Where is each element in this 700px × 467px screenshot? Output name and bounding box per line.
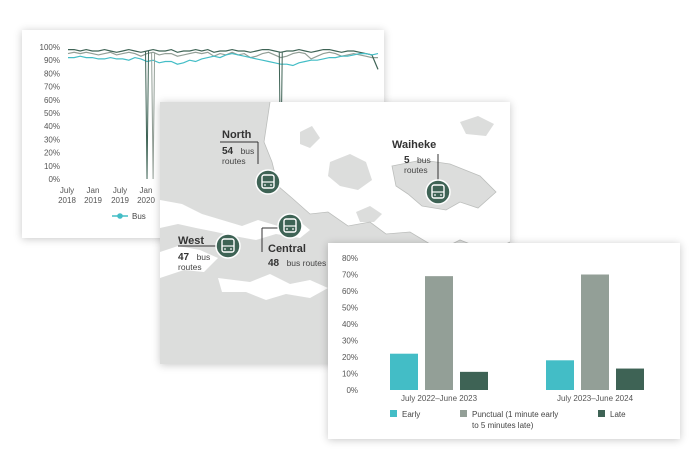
region-west-name: West bbox=[178, 235, 204, 247]
category-label: July 2022–June 2023 bbox=[401, 394, 478, 403]
legend-late-label: Late bbox=[610, 410, 626, 419]
region-north-unit-2: routes bbox=[222, 156, 246, 166]
region-central-name: Central bbox=[268, 243, 306, 255]
x-axis: July 2022–June 2023 July 2023–June 2024 bbox=[401, 394, 634, 403]
y-tick-label: 40% bbox=[44, 122, 60, 131]
bar-1-2 bbox=[546, 360, 574, 390]
y-tick-label: 60% bbox=[44, 96, 60, 105]
svg-text:54 bus: 54 bus bbox=[222, 141, 254, 158]
legend: Early Punctual (1 minute early to 5 minu… bbox=[390, 410, 626, 430]
svg-text:47 bus: 47 bus bbox=[178, 247, 210, 264]
legend-early-label: Early bbox=[402, 410, 420, 419]
y-tick-label: 50% bbox=[342, 304, 358, 313]
legend-punctual-label: Punctual (1 minute early bbox=[472, 410, 558, 419]
x-tick-label: 2018 bbox=[58, 196, 76, 205]
y-axis: 100% 90% 80% 70% 60% 50% 40% 30% 20% 10% 0% bbox=[40, 43, 60, 184]
legend-punctual-swatch bbox=[460, 410, 467, 417]
y-tick-label: 50% bbox=[44, 109, 60, 118]
legend-early-swatch bbox=[390, 410, 397, 417]
legend-punctual-label-2: to 5 minutes late) bbox=[472, 421, 534, 430]
y-tick-label: 10% bbox=[342, 370, 358, 379]
region-waiheke-count: 5 bbox=[404, 155, 410, 166]
y-axis: 80% 70% 60% 50% 40% 30% 20% 10% 0% bbox=[342, 254, 358, 395]
series-line-3 bbox=[67, 51, 378, 60]
region-north-name: North bbox=[222, 129, 252, 141]
x-tick-label: Jan bbox=[87, 186, 100, 195]
bar-3-2 bbox=[616, 368, 644, 390]
bar-2-1 bbox=[425, 276, 453, 390]
bar-1-1 bbox=[390, 353, 418, 390]
region-waiheke-unit-2: routes bbox=[404, 165, 428, 175]
series-line-2 bbox=[68, 48, 379, 70]
region-west-count: 47 bbox=[178, 252, 190, 263]
x-tick-label: July bbox=[60, 186, 74, 195]
series-dip bbox=[151, 52, 156, 180]
region-west-unit: bus bbox=[197, 252, 211, 262]
y-tick-label: 70% bbox=[44, 83, 60, 92]
bus-icon bbox=[255, 169, 281, 195]
region-west: West 47 bus routes bbox=[178, 233, 241, 272]
x-tick-label: 2019 bbox=[84, 196, 102, 205]
bus-icon bbox=[277, 213, 303, 239]
region-waiheke-unit: bus bbox=[417, 155, 431, 165]
y-tick-label: 30% bbox=[44, 135, 60, 144]
region-west-unit-2: routes bbox=[178, 262, 202, 272]
bus-icon bbox=[215, 233, 241, 259]
y-tick-label: 30% bbox=[342, 337, 358, 346]
y-tick-label: 60% bbox=[342, 287, 358, 296]
x-tick-label: 2020 bbox=[137, 196, 155, 205]
legend: Bus bbox=[112, 212, 146, 221]
bar-3-1 bbox=[460, 371, 488, 390]
y-tick-label: 90% bbox=[44, 56, 60, 65]
region-waiheke-name: Waiheke bbox=[392, 139, 436, 151]
y-tick-label: 100% bbox=[40, 43, 60, 52]
y-tick-label: 20% bbox=[342, 353, 358, 362]
y-tick-label: 0% bbox=[48, 175, 60, 184]
region-central-unit: bus routes bbox=[287, 258, 327, 268]
bar-chart: 80% 70% 60% 50% 40% 30% 20% 10% 0% July 2022–Jun… bbox=[342, 254, 644, 430]
y-tick-label: 20% bbox=[44, 149, 60, 158]
region-north-count: 54 bbox=[222, 146, 234, 157]
series-line-1 bbox=[68, 52, 379, 67]
region-central-count: 48 bbox=[268, 258, 280, 269]
y-tick-label: 80% bbox=[44, 69, 60, 78]
category-label: July 2023–June 2024 bbox=[557, 394, 634, 403]
y-tick-label: 0% bbox=[346, 386, 358, 395]
svg-text:48 bus routes: 48 bus routes bbox=[268, 253, 326, 270]
region-waiheke: Waiheke 5 bus routes bbox=[392, 139, 451, 205]
region-central: Central 48 bus routes bbox=[261, 213, 326, 270]
bar-2-2 bbox=[581, 274, 609, 390]
svg-text:5 bus: 5 bus bbox=[404, 150, 431, 167]
bar-chart-card: 80% 70% 60% 50% 40% 30% 20% 10% 0% July 2022–Jun… bbox=[328, 243, 680, 439]
legend-late-swatch bbox=[598, 410, 605, 417]
x-tick-label: Jan bbox=[140, 186, 153, 195]
x-tick-label: July bbox=[113, 186, 127, 195]
plot-area bbox=[390, 274, 644, 390]
y-tick-label: 70% bbox=[342, 271, 358, 280]
y-tick-label: 80% bbox=[342, 254, 358, 263]
series-dip bbox=[145, 50, 150, 180]
region-north-unit: bus bbox=[241, 146, 255, 156]
x-tick-label: 2019 bbox=[111, 196, 129, 205]
bus-icon bbox=[425, 179, 451, 205]
y-tick-label: 10% bbox=[44, 162, 60, 171]
legend-bus-label: Bus bbox=[132, 212, 146, 221]
y-tick-label: 40% bbox=[342, 320, 358, 329]
region-north: North 54 bus routes bbox=[220, 129, 281, 195]
legend-bus-marker bbox=[117, 213, 123, 219]
